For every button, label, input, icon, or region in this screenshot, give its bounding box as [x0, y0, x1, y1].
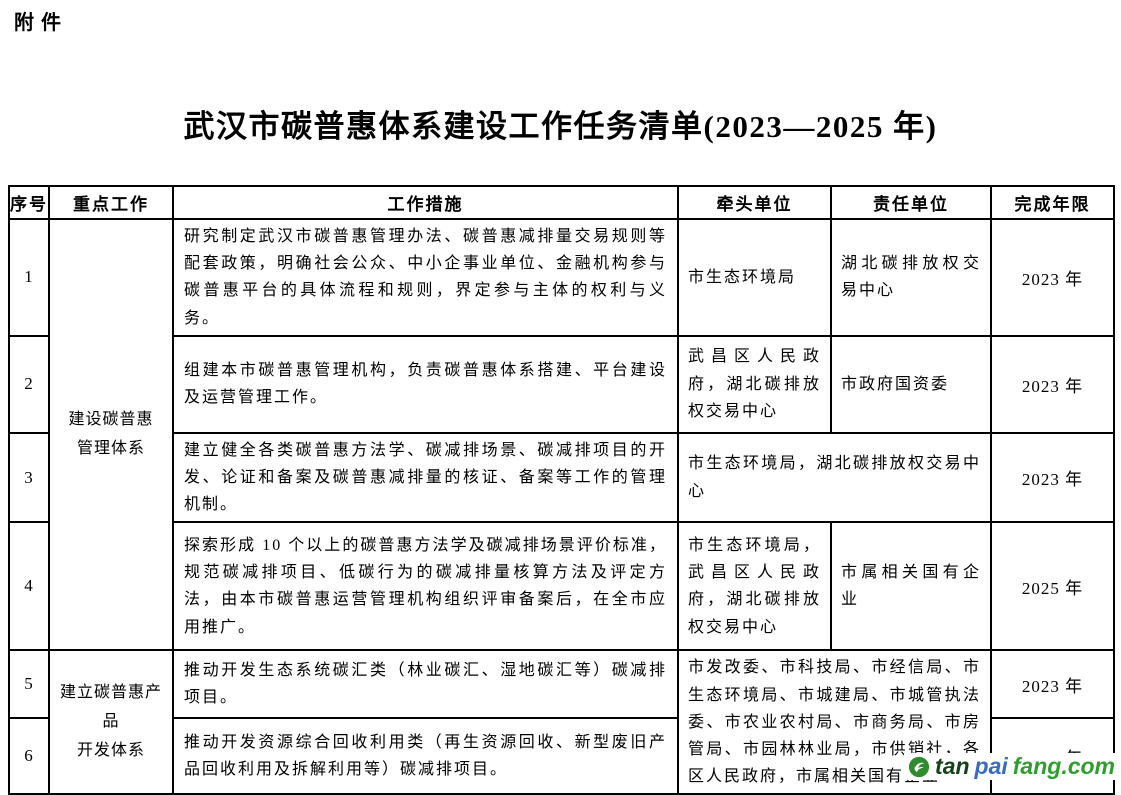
row-number: 1	[8, 218, 50, 337]
watermark-text-tan: tan	[935, 753, 970, 779]
row-number: 3	[8, 431, 50, 524]
header-cell-year: 完成年限	[990, 185, 1115, 220]
table-row: 3 建立健全各类碳普惠方法学、碳减排场景、碳减排项目的开发、论证和备案及碳普惠减…	[8, 431, 1115, 524]
responsible-unit-cell: 湖北碳排放权交易中心	[830, 218, 992, 337]
responsible-unit-cell: 市属相关国有企业	[830, 521, 992, 652]
header-cell-lead-unit: 牵头单位	[677, 185, 832, 220]
task-table: 序号 重点工作 工作措施 牵头单位 责任单位 完成年限 1 建设碳普惠 管理体系…	[8, 185, 1115, 795]
row-number: 5	[8, 649, 50, 719]
header-cell-measures: 工作措施	[172, 185, 679, 220]
tanpaifang-logo-icon	[908, 756, 930, 778]
table-row: 5 建立碳普惠产品 开发体系 推动开发生态系统碳汇类（林业碳汇、湿地碳汇等）碳减…	[8, 649, 1115, 795]
watermark: tan pai fang.com	[904, 753, 1115, 780]
header-cell-responsible-unit: 责任单位	[830, 185, 992, 220]
year-cell: 2025 年	[990, 521, 1115, 652]
lead-unit-cell: 市生态环境局，武昌区人民政府，湖北碳排放权交易中心	[677, 521, 832, 652]
row-number: 6	[8, 716, 50, 795]
year-cell: 2023 年	[990, 334, 1115, 434]
measure-cell: 探索形成 10 个以上的碳普惠方法学及碳减排场景评价标准，规范碳减排项目、低碳行…	[172, 521, 679, 652]
page-title: 武汉市碳普惠体系建设工作任务清单(2023—2025 年)	[183, 109, 938, 144]
table-row: 2 组建本市碳普惠管理机构，负责碳普惠体系搭建、平台建设及运营管理工作。 武昌区…	[8, 334, 1115, 434]
measure-cell: 组建本市碳普惠管理机构，负责碳普惠体系搭建、平台建设及运营管理工作。	[172, 334, 679, 434]
row-number: 4	[8, 521, 50, 652]
watermark-text-pai: pai	[974, 753, 1008, 779]
table-row: 4 探索形成 10 个以上的碳普惠方法学及碳减排场景评价标准，规范碳减排项目、低…	[8, 521, 1115, 652]
measure-cell: 建立健全各类碳普惠方法学、碳减排场景、碳减排项目的开发、论证和备案及碳普惠减排量…	[172, 431, 679, 524]
measure-cell: 研究制定武汉市碳普惠管理办法、碳普惠减排量交易规则等配套政策，明确社会公众、中小…	[172, 218, 679, 337]
attachment-label: 附件	[14, 12, 68, 34]
measure-cell: 推动开发生态系统碳汇类（林业碳汇、湿地碳汇等）碳减排项目。	[172, 649, 679, 719]
year-cell: 2023 年	[990, 218, 1115, 337]
year-cell: 2023 年	[990, 649, 1115, 719]
lead-unit-cell: 市生态环境局	[677, 218, 832, 337]
year-cell: 2023 年	[990, 431, 1115, 524]
table-header-row: 序号 重点工作 工作措施 牵头单位 责任单位 完成年限	[8, 185, 1115, 220]
lead-unit-cell: 武昌区人民政府，湖北碳排放权交易中心	[677, 334, 832, 434]
table-row: 1 建设碳普惠 管理体系 研究制定武汉市碳普惠管理办法、碳普惠减排量交易规则等配…	[8, 217, 1115, 652]
key-work-cell: 建设碳普惠 管理体系	[48, 217, 174, 652]
key-work-cell: 建立碳普惠产品 开发体系	[48, 649, 174, 795]
responsible-unit-cell: 市政府国资委	[830, 334, 992, 434]
lead-responsible-merged-cell: 市生态环境局，湖北碳排放权交易中心	[677, 431, 992, 524]
row-number: 2	[8, 334, 50, 434]
header-cell-key-work: 重点工作	[48, 185, 174, 220]
header-cell-no: 序号	[8, 185, 50, 220]
watermark-text-fang: fang.com	[1012, 753, 1115, 779]
measure-cell: 推动开发资源综合回收利用类（再生资源回收、新型废旧产品回收利用及拆解利用等）碳减…	[172, 716, 679, 795]
